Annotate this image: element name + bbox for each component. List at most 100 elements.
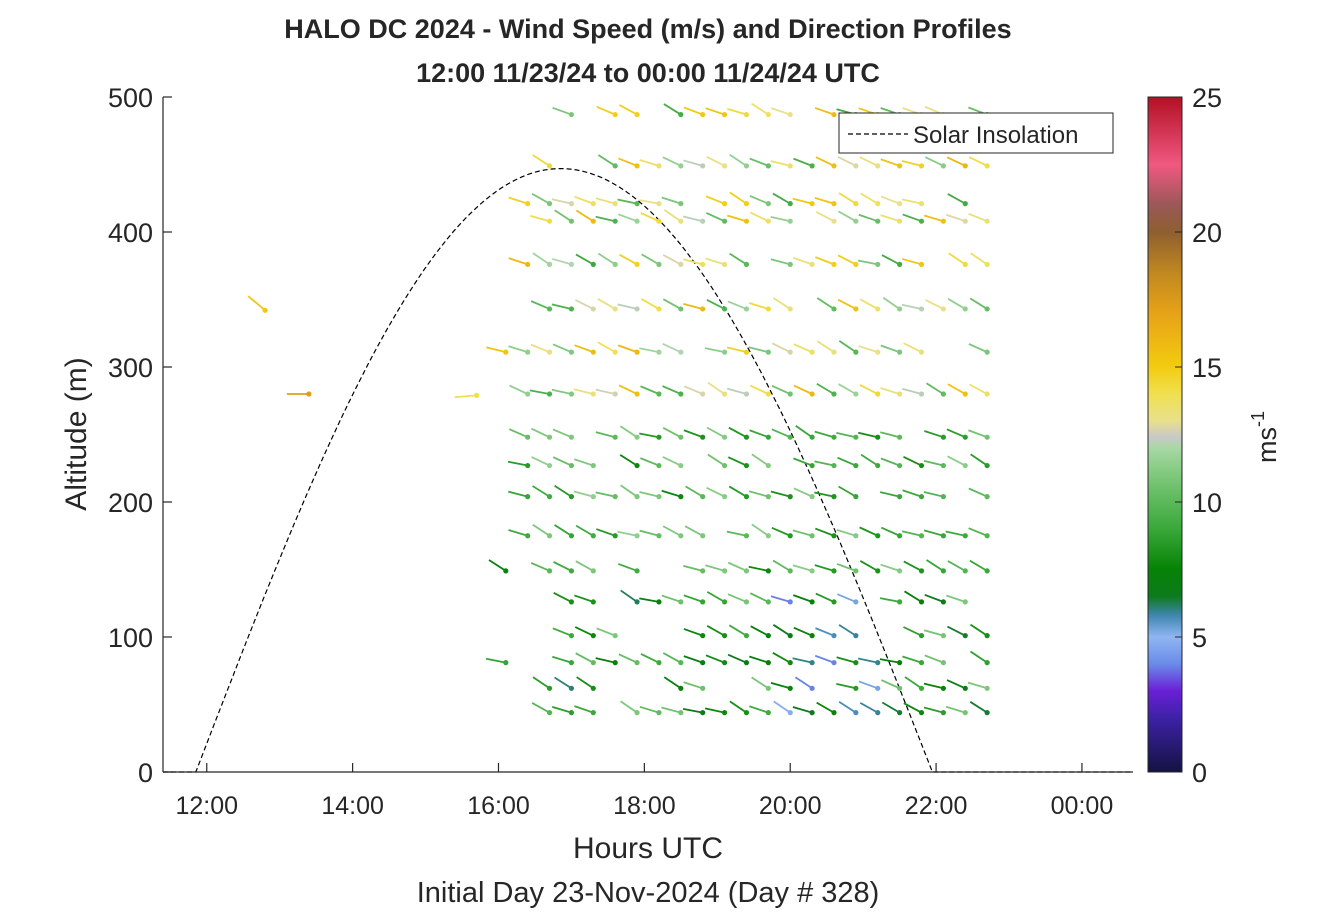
wind-barb-point bbox=[721, 568, 728, 574]
x-tick-label: 00:00 bbox=[1051, 792, 1114, 820]
wind-barb-shaft bbox=[531, 456, 550, 467]
wind-barb-shaft bbox=[661, 594, 682, 603]
wind-barb-point bbox=[853, 218, 859, 224]
wind-barb-point bbox=[656, 163, 662, 169]
wind-barb-point bbox=[809, 261, 815, 267]
wind-barb-shaft bbox=[574, 195, 594, 205]
wind-barb-point bbox=[634, 306, 640, 312]
wind-barb-point bbox=[590, 710, 596, 716]
wind-barb-shaft bbox=[726, 346, 747, 354]
wind-barb-point bbox=[743, 261, 750, 267]
wind-barb-shaft bbox=[880, 526, 900, 537]
wind-barb-shaft bbox=[858, 213, 879, 223]
wind-barb-point bbox=[568, 434, 575, 440]
wind-barb-shaft bbox=[529, 389, 550, 395]
wind-barb-point bbox=[743, 111, 750, 118]
wind-barb-shaft bbox=[618, 384, 638, 395]
wind-barb-shaft bbox=[815, 211, 835, 222]
wind-barb-point bbox=[612, 163, 618, 169]
wind-barb-shaft bbox=[948, 252, 966, 266]
wind-barb-point bbox=[940, 660, 946, 666]
wind-barb-point bbox=[678, 201, 684, 207]
wind-barb-point bbox=[875, 261, 881, 267]
wind-barb-shaft bbox=[793, 457, 813, 467]
wind-barb-point bbox=[721, 633, 728, 639]
wind-barb-point bbox=[809, 533, 815, 539]
wind-barb-point bbox=[525, 494, 531, 500]
wind-barb-point bbox=[743, 568, 750, 574]
wind-barb-shaft bbox=[792, 529, 813, 537]
wind-barb-shaft bbox=[726, 530, 747, 537]
wind-barb-shaft bbox=[924, 593, 944, 603]
wind-barb-shaft bbox=[639, 432, 660, 439]
wind-barb-point bbox=[875, 533, 881, 539]
wind-barb-point bbox=[787, 494, 793, 500]
wind-barb-shaft bbox=[814, 197, 835, 205]
x-tick-label: 14:00 bbox=[321, 792, 384, 820]
wind-barb-shaft bbox=[794, 676, 813, 690]
wind-barb-point bbox=[634, 494, 640, 500]
wind-barb-shaft bbox=[903, 560, 922, 572]
wind-barb-shaft bbox=[882, 296, 901, 310]
wind-barb-point bbox=[787, 685, 793, 691]
wind-barb-point bbox=[765, 568, 771, 574]
wind-barb-point bbox=[678, 261, 684, 267]
wind-barb-shaft bbox=[836, 563, 857, 572]
wind-barb-shaft bbox=[705, 212, 725, 223]
wind-barb-point bbox=[612, 201, 618, 207]
wind-barb-shaft bbox=[881, 701, 901, 714]
wind-barb-shaft bbox=[662, 156, 682, 167]
wind-barb-shaft bbox=[879, 658, 900, 664]
wind-barb-shaft bbox=[748, 565, 769, 572]
wind-barb-shaft bbox=[662, 342, 682, 353]
wind-barb-point bbox=[940, 434, 946, 440]
wind-barb-shaft bbox=[901, 198, 922, 205]
wind-barb-point bbox=[656, 201, 662, 207]
wind-barb-point bbox=[612, 434, 618, 440]
wind-barb-point bbox=[918, 599, 925, 605]
wind-barb-shaft bbox=[640, 457, 660, 467]
wind-barb-point bbox=[678, 111, 684, 118]
wind-barb-shaft bbox=[530, 214, 550, 223]
wind-barb-shaft bbox=[815, 156, 835, 167]
wind-barb-point bbox=[721, 218, 728, 224]
wind-barb-shaft bbox=[552, 106, 572, 116]
wind-barb-point bbox=[656, 218, 662, 224]
wind-barb-shaft bbox=[793, 384, 813, 395]
wind-barb-shaft bbox=[661, 489, 682, 498]
wind-barb-point bbox=[962, 599, 968, 605]
wind-barb-shaft bbox=[923, 706, 944, 714]
wind-barb-point bbox=[984, 568, 990, 574]
wind-barb-point bbox=[568, 599, 575, 605]
wind-barb-shaft bbox=[968, 212, 988, 223]
wind-barb-point bbox=[590, 261, 596, 267]
wind-barb-point bbox=[721, 391, 728, 397]
wind-barb-shaft bbox=[838, 340, 857, 353]
wind-barb-shaft bbox=[903, 626, 922, 637]
wind-barb-shaft bbox=[792, 657, 813, 664]
wind-barb-shaft bbox=[750, 625, 769, 637]
wind-barb-point bbox=[765, 633, 771, 639]
wind-barb-point bbox=[568, 218, 575, 224]
wind-barb-point bbox=[721, 494, 728, 500]
wind-barb-shaft bbox=[662, 525, 682, 537]
wind-barb-shaft bbox=[904, 676, 923, 690]
wind-barb-shaft bbox=[793, 343, 813, 353]
wind-barb-point bbox=[634, 261, 640, 267]
wind-barb-shaft bbox=[639, 491, 660, 498]
wind-barb-shaft bbox=[923, 629, 944, 637]
wind-barb-point bbox=[743, 218, 750, 224]
wind-barb-point bbox=[546, 391, 553, 397]
wind-barb-point bbox=[875, 462, 881, 469]
wind-barb-shaft bbox=[814, 491, 835, 498]
wind-barb-point bbox=[831, 710, 837, 716]
wind-barb-point bbox=[743, 391, 750, 397]
wind-barb-shaft bbox=[837, 593, 857, 603]
wind-barb-shaft bbox=[923, 529, 944, 537]
wind-barb-point bbox=[721, 111, 728, 118]
wind-barb-shaft bbox=[836, 682, 857, 690]
wind-barb-point bbox=[831, 163, 837, 169]
wind-barb-point bbox=[962, 685, 968, 691]
wind-barb-shaft bbox=[620, 589, 638, 603]
wind-barb-shaft bbox=[619, 425, 638, 438]
